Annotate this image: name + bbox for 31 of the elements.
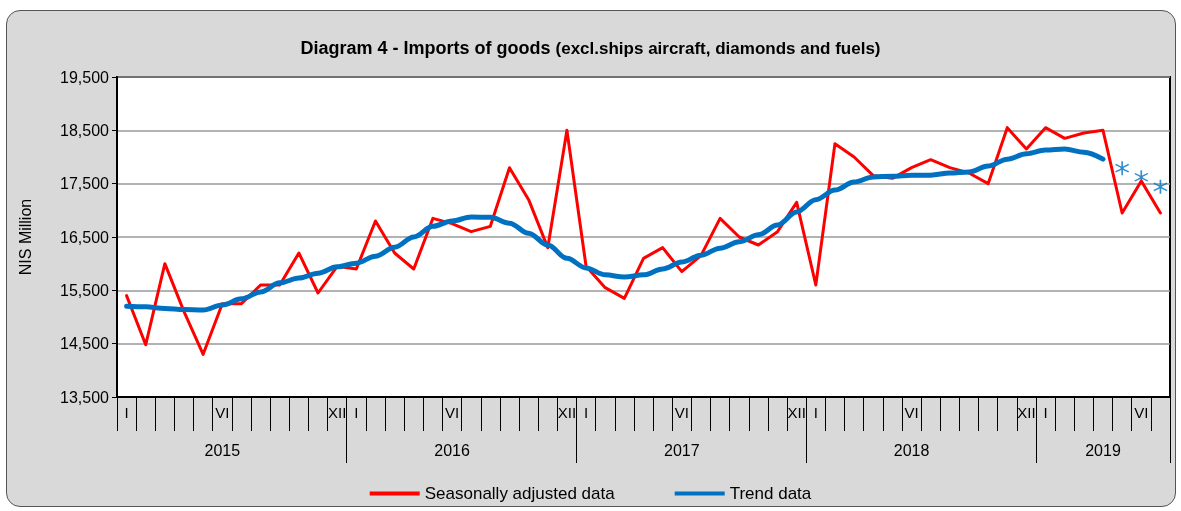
- legend-label: Trend data: [729, 484, 812, 503]
- x-tick-label: I: [354, 404, 359, 421]
- y-tick-label: 18,500: [60, 121, 110, 139]
- y-tick-label: 16,500: [60, 228, 110, 246]
- x-tick-label: I: [813, 404, 818, 421]
- y-tick-label: 15,500: [60, 281, 110, 299]
- text: 2018: [893, 441, 930, 459]
- y-tick-label: 13,500: [60, 388, 110, 406]
- chart-subtitle: (excl.ships aircraft, diamonds and fuels): [555, 38, 881, 58]
- x-tick-label: I: [124, 404, 129, 421]
- y-axis-title: NIS Million: [16, 198, 34, 276]
- x-tick-label: VI: [674, 404, 689, 421]
- text: 2017: [663, 441, 700, 459]
- x-tick-label: I: [1043, 404, 1048, 421]
- x-tick-label: VI: [1134, 404, 1149, 421]
- text: 2019: [1085, 441, 1121, 459]
- x-tick-label: XII: [328, 404, 347, 421]
- x-tick-label: VI: [904, 404, 919, 421]
- y-tick-label: 14,500: [60, 335, 110, 353]
- x-tick-label: VI: [215, 404, 230, 421]
- x-tick-label: I: [583, 404, 589, 421]
- legend-label: Seasonally adjusted data: [424, 484, 616, 503]
- y-tick-label: 19,500: [60, 68, 110, 86]
- text: 2015: [204, 441, 241, 459]
- text: 2016: [434, 441, 470, 459]
- x-tick-label: XII: [557, 404, 577, 421]
- x-tick-label: XII: [1017, 404, 1036, 421]
- chart-title: Diagram 4 - Imports of goods: [300, 38, 551, 58]
- x-tick-label: VI: [444, 404, 460, 421]
- x-tick-label: XII: [787, 404, 806, 421]
- y-tick-label: 17,500: [60, 175, 110, 193]
